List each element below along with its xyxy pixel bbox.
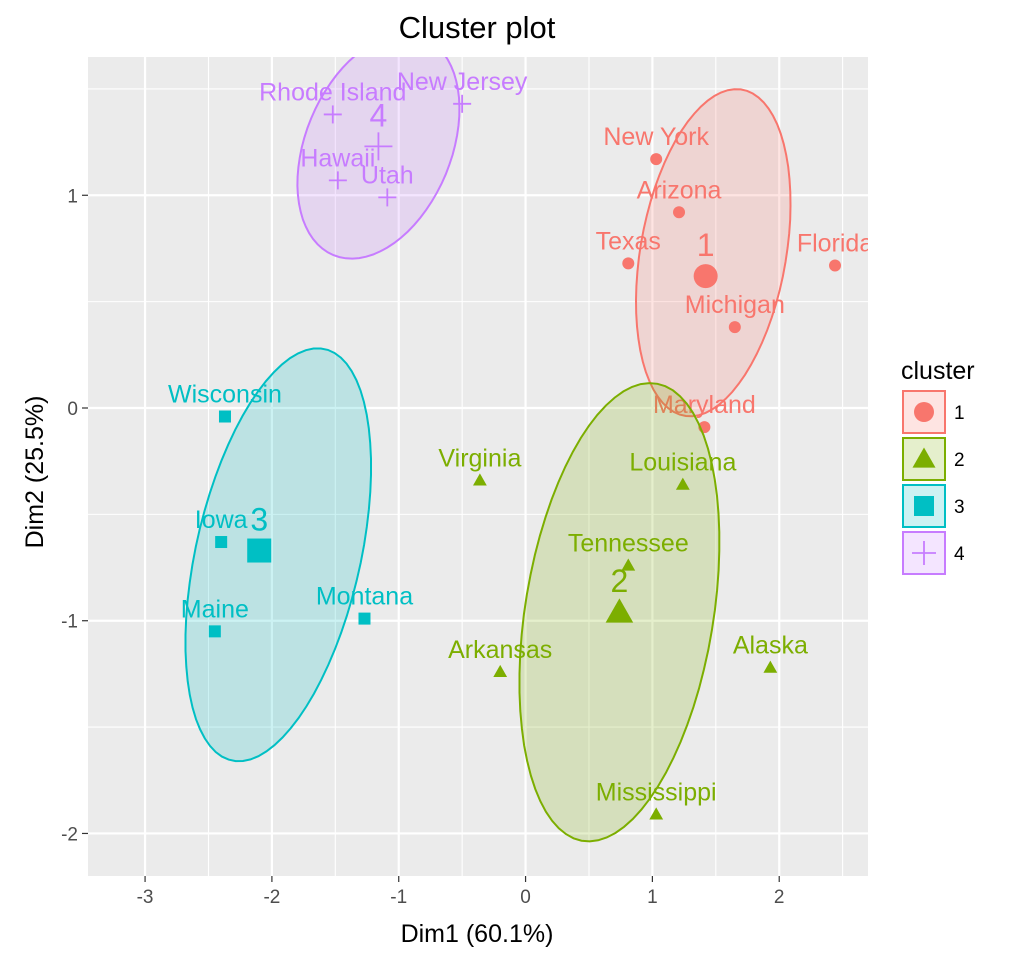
y-axis-title: Dim2 (25.5%) <box>21 396 49 549</box>
legend-symbol <box>912 541 936 565</box>
data-point <box>728 321 741 334</box>
point-label: Maryland <box>653 391 756 419</box>
legend-symbol <box>914 402 934 422</box>
data-point <box>453 94 472 113</box>
cluster-ellipse <box>634 88 792 418</box>
point-label: Rhode Island <box>259 78 406 106</box>
point-label: New Jersey <box>397 68 528 96</box>
y-tick-label: 0 <box>67 399 78 420</box>
point-label: Utah <box>361 161 414 189</box>
y-tick-label: 1 <box>67 186 78 207</box>
data-point <box>218 410 231 423</box>
legend-title: cluster <box>901 357 975 385</box>
point-label: Arkansas <box>448 636 552 664</box>
point-label: Mississippi <box>596 778 717 806</box>
data-point <box>493 664 508 677</box>
cluster-center-point <box>247 538 272 563</box>
data-point <box>358 612 371 625</box>
cluster-center-point <box>364 132 393 161</box>
panel-background <box>88 57 868 876</box>
data-point <box>208 625 221 638</box>
point-label: New York <box>603 123 709 151</box>
legend: cluster 1 2 3 4 <box>901 357 975 575</box>
point-label: Virginia <box>438 444 521 472</box>
point-label: Florida <box>797 229 874 257</box>
point-label: Maine <box>181 595 249 623</box>
legend-item-2: 2 <box>902 437 965 481</box>
data-point <box>328 171 347 190</box>
data-point <box>650 153 663 166</box>
x-axis-title: Dim1 (60.1%) <box>401 920 554 948</box>
point-label: Texas <box>596 227 661 255</box>
point-label: Louisiana <box>629 449 736 477</box>
legend-item-4: 4 <box>902 531 965 575</box>
point-label: Wisconsin <box>168 381 282 409</box>
cluster-ellipse <box>184 347 372 763</box>
x-tick-label: -3 <box>137 887 154 908</box>
cluster-center-label: 3 <box>250 502 268 538</box>
cluster-3: Wisconsin Iowa Maine Montana 3 <box>168 347 413 763</box>
data-point <box>673 206 686 219</box>
legend-item-1: 1 <box>902 390 965 434</box>
x-tick-label: -2 <box>263 887 280 908</box>
point-label: Michigan <box>685 291 785 319</box>
data-point <box>763 660 778 673</box>
data-point <box>621 558 636 571</box>
cluster-center-label: 4 <box>370 97 388 133</box>
chart-title: Cluster plot <box>399 10 556 45</box>
cluster-center-point <box>693 264 718 289</box>
data-point <box>323 105 342 124</box>
legend-symbol <box>914 496 934 516</box>
legend-symbol <box>912 447 936 468</box>
legend-label: 2 <box>954 450 965 471</box>
cluster-layer: New York Arizona Texas Florida Michigan Maryl… <box>168 57 874 843</box>
data-point <box>649 807 664 820</box>
y-tick-label: -2 <box>61 824 78 845</box>
point-label: Tennessee <box>568 529 689 557</box>
point-label: Hawaii <box>300 144 375 172</box>
x-tick-label: 2 <box>774 887 785 908</box>
cluster-center-point <box>605 598 634 623</box>
legend-item-3: 3 <box>902 484 965 528</box>
cluster-center-label: 2 <box>611 563 629 599</box>
cluster-1: New York Arizona Texas Florida Michigan Maryl… <box>596 88 874 434</box>
x-tick-label: 1 <box>647 887 658 908</box>
point-label: Montana <box>316 583 413 611</box>
x-tick-label: 0 <box>520 887 531 908</box>
data-point <box>378 188 397 207</box>
legend-label: 4 <box>954 544 965 565</box>
y-tick-label: -1 <box>61 612 78 633</box>
data-point <box>675 477 690 490</box>
data-point <box>473 473 487 486</box>
legend-label: 1 <box>954 403 965 424</box>
axes: -3 -2 -1 0 1 2 -2 -1 0 1 <box>61 186 784 908</box>
data-point <box>622 257 635 270</box>
data-point <box>215 536 228 549</box>
point-label: Iowa <box>195 506 248 534</box>
legend-label: 3 <box>954 497 965 518</box>
x-tick-label: -1 <box>390 887 407 908</box>
cluster-center-label: 1 <box>697 227 715 263</box>
cluster-2: Virginia Louisiana Tennessee Arkansas Alaska… <box>438 382 808 843</box>
point-label: Arizona <box>637 176 722 204</box>
data-point <box>829 259 842 272</box>
point-label: Alaska <box>733 632 808 660</box>
